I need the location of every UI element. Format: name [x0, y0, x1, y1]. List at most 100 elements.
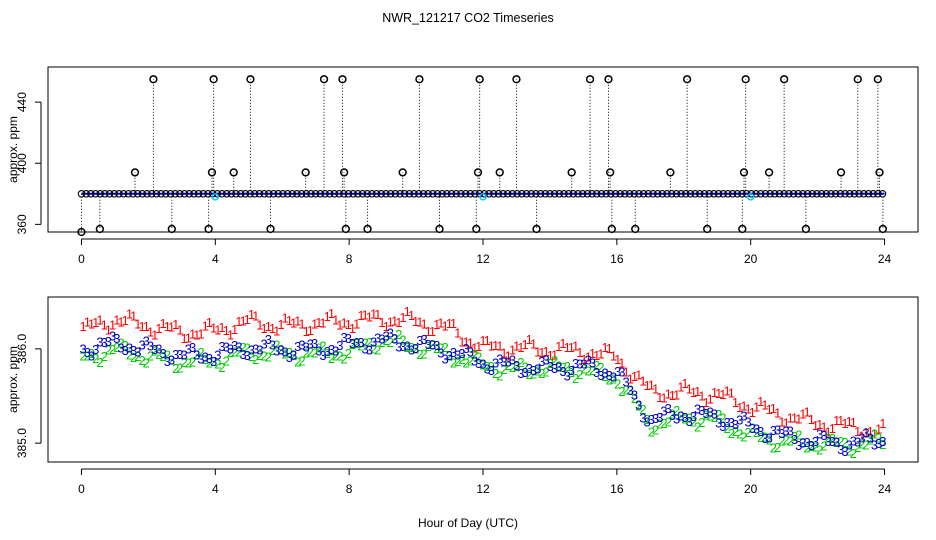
- series-1-point: 1: [383, 319, 390, 334]
- spike-point: [741, 75, 750, 84]
- spike-point: [853, 75, 862, 84]
- series-1-point: 1: [252, 308, 259, 323]
- series-2-point: 2: [383, 333, 390, 348]
- baseline-point: [316, 190, 325, 198]
- series-1-point: 1: [357, 308, 364, 323]
- series-3-point: 3: [265, 332, 272, 347]
- baseline-point: [874, 190, 882, 198]
- baseline-point: [124, 190, 133, 198]
- spike-point: [567, 168, 576, 177]
- series-1-point: 1: [622, 364, 629, 379]
- series-1-point: 1: [433, 317, 440, 332]
- series-3-point: 3: [622, 374, 629, 389]
- baseline-point: [546, 190, 554, 198]
- series-1-point: 1: [399, 310, 406, 325]
- series-1-point: 1: [227, 328, 234, 343]
- series-2-point: 2: [84, 348, 91, 363]
- series-3-point: 3: [517, 366, 524, 381]
- series-2-point: 2: [841, 435, 848, 450]
- series-2-point: 2: [479, 358, 486, 373]
- baseline-point: [372, 190, 381, 198]
- series-2-point: 2: [101, 349, 108, 364]
- series-1-point: 1: [572, 339, 579, 354]
- series-1-point: 1: [589, 346, 596, 361]
- series-3-point: 3: [425, 337, 432, 352]
- series-1-point: 1: [155, 321, 162, 336]
- spike-point: [473, 168, 483, 177]
- baseline-point: [864, 190, 873, 198]
- baseline-point: [265, 190, 273, 198]
- series-3-point: 3: [593, 365, 600, 380]
- series-1-point: 1: [126, 307, 133, 322]
- series-3-point: 3: [197, 352, 204, 367]
- series-1-point: 1: [875, 422, 882, 437]
- series-1-point: 1: [677, 380, 684, 395]
- series-1-point: 1: [319, 315, 326, 330]
- series-3-point: 3: [585, 353, 592, 368]
- series-3-point: 3: [467, 345, 474, 360]
- series-2-point: 2: [290, 348, 297, 363]
- series-2-point: 2: [353, 336, 360, 351]
- baseline-point: [841, 190, 849, 198]
- series-1-point: 1: [475, 339, 482, 354]
- baseline-point: [344, 190, 353, 198]
- baseline-point: [204, 190, 212, 198]
- series-1-point: 1: [332, 313, 339, 328]
- series-1-point: 1: [673, 387, 680, 402]
- series-1-point: 1: [656, 390, 663, 405]
- baseline-point: [110, 190, 119, 198]
- spike-point: [666, 168, 675, 177]
- series-3-point: 3: [336, 338, 343, 353]
- baseline-point: [105, 190, 114, 198]
- series-3-point: 3: [273, 343, 280, 358]
- series-2-point: 2: [799, 435, 806, 450]
- series-2-point: 2: [782, 432, 789, 447]
- series-1-point: 1: [492, 338, 499, 353]
- series-2-point: 2: [151, 343, 158, 358]
- series-1-point: 1: [702, 395, 709, 410]
- series-2-point: 2: [92, 351, 99, 366]
- series-3-point: 3: [168, 353, 175, 368]
- series-3-point: 3: [340, 330, 347, 345]
- spike-point: [209, 75, 218, 84]
- series-3-point: 3: [669, 408, 676, 423]
- series-3-point: 3: [538, 354, 545, 369]
- series-2-point: 2: [543, 364, 550, 379]
- baseline-point: [494, 190, 503, 198]
- spike-point: [606, 168, 615, 177]
- upper-x-axis: 0 4 8 12 16 20 24: [78, 238, 892, 266]
- series-3-point: 3: [298, 338, 305, 353]
- baseline-point: [302, 190, 311, 198]
- baseline-point: [836, 190, 845, 198]
- series-1-point: 1: [606, 341, 613, 356]
- spike-point: [682, 75, 692, 84]
- series-3-point: 3: [80, 341, 87, 356]
- series-2-point: 2: [412, 341, 419, 356]
- series-1-point: 1: [315, 315, 322, 330]
- series-2-point: 2: [808, 439, 815, 454]
- baseline-point: [241, 190, 250, 198]
- spike-point: [703, 224, 712, 234]
- series-2-point: 2: [770, 440, 777, 455]
- series-1-point: 1: [686, 382, 693, 397]
- series-3-point: 3: [829, 434, 836, 449]
- series-2-point: 2: [614, 376, 621, 391]
- series-3-point: 3: [728, 415, 735, 430]
- series-3-point: 3: [324, 344, 331, 359]
- series-3-point: 3: [88, 349, 95, 364]
- series-1-point: 1: [543, 344, 550, 359]
- series-2-point: 2: [366, 335, 373, 350]
- series-2-point: 2: [172, 361, 179, 376]
- series-1-point: 1: [787, 410, 794, 425]
- series-1-point: 1: [669, 388, 676, 403]
- series-3-point: 3: [745, 414, 752, 429]
- series-3-point: 3: [442, 352, 449, 367]
- spike-point: [631, 224, 640, 234]
- series-2-point: 2: [660, 416, 667, 431]
- series-1-point: 1: [732, 395, 739, 410]
- spike-point: [415, 75, 424, 84]
- series-2-point: 2: [484, 359, 491, 374]
- baseline-point: [747, 190, 756, 198]
- series-2-point: 2: [324, 346, 331, 361]
